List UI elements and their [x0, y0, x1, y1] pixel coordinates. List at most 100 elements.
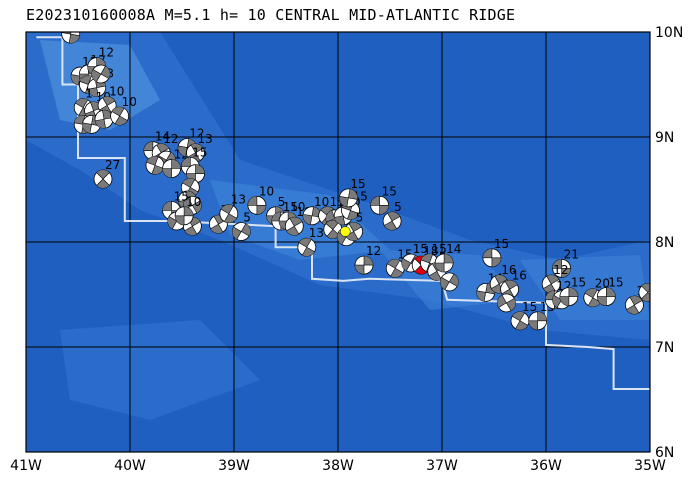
nodal-plane: [491, 279, 508, 289]
beachball-quadrant: [384, 221, 397, 230]
lat-tick-label: 7N: [655, 340, 674, 356]
beachball-quadrant: [162, 168, 172, 178]
focal-mechanism: [344, 222, 364, 241]
mechanism-depth-label: 15: [382, 184, 397, 198]
mechanism-depth-label: 10: [109, 85, 124, 99]
longitude-tick-labels: 41W 40W 39W 38W 37W 36W 35W: [10, 458, 666, 474]
nodal-plane: [92, 69, 109, 79]
beachball-quadrant: [387, 212, 400, 221]
mechanism-depth-label: 20: [595, 277, 610, 291]
beachball-quadrant: [559, 296, 569, 306]
beachball-quadrant: [512, 311, 525, 321]
focal-mechanism: [552, 258, 571, 278]
nodal-plane: [286, 221, 303, 231]
mechanism-depth-label: 15: [350, 177, 365, 191]
beachball-quadrant: [641, 292, 650, 302]
beachball-quadrant: [171, 159, 181, 169]
mechanism-depth-label: 10: [290, 200, 305, 214]
focal-mechanism: [382, 211, 402, 231]
nodal-plane: [184, 221, 201, 231]
focal-mechanism: [385, 258, 405, 278]
mechanism-depth-label: 5: [278, 195, 286, 209]
beachball-quadrant: [192, 200, 202, 214]
mechanism-depth-label: 15: [413, 242, 428, 256]
beachball-quadrant: [221, 204, 234, 214]
nodal-plane: [641, 285, 650, 299]
beachball-quadrant: [440, 277, 450, 290]
beachball-quadrant: [546, 275, 559, 284]
focal-mechanism: [583, 288, 603, 308]
beachball-quadrant: [195, 164, 205, 174]
beachball-quadrant: [491, 257, 501, 267]
beachball-quadrant: [345, 231, 359, 241]
beachball-quadrant: [115, 116, 128, 125]
nodal-plane: [441, 277, 458, 287]
nodal-plane: [233, 226, 250, 237]
map-frame: [25, 31, 651, 453]
latitude-tick-labels: 10N 9N 8N 7N 6N: [655, 25, 683, 461]
focal-mechanism: [323, 219, 343, 239]
nodal-plane: [390, 260, 400, 277]
beachball-quadrant: [241, 223, 251, 236]
beachball-quadrant: [506, 298, 516, 311]
beachball-quadrant: [494, 275, 507, 284]
lon-tick-label: 38W: [322, 458, 354, 474]
beachball-quadrant: [390, 268, 403, 278]
mechanism-depth-label: 12: [650, 271, 665, 285]
beachball-quadrant: [184, 226, 197, 236]
mechanism-depth-label: 12: [99, 46, 114, 60]
mechanism-depth-label: 15: [432, 242, 447, 256]
beachball-quadrant: [348, 189, 358, 200]
beachball-quadrant: [102, 96, 115, 106]
nodal-plane: [303, 213, 321, 218]
focal-mechanism: [434, 253, 454, 273]
beachball-quadrant: [111, 107, 125, 116]
beachball-quadrant: [69, 34, 80, 44]
beachball-quadrant: [497, 295, 507, 308]
focal-mechanism: [110, 106, 129, 126]
beachball-quadrant: [82, 122, 92, 134]
beachball-quadrant: [588, 297, 601, 307]
lon-tick-label: 40W: [114, 458, 146, 474]
beachball-quadrant: [515, 320, 528, 330]
focal-mechanism: [284, 216, 304, 236]
beachball-quadrant: [585, 288, 598, 298]
nodal-plane: [476, 290, 495, 295]
focal-mechanism: [247, 195, 267, 215]
beachball-quadrant: [75, 98, 88, 108]
mechanism-depth-label: 15: [522, 300, 537, 314]
beachball-quadrant: [96, 57, 106, 67]
lat-tick-label: 10N: [655, 25, 683, 41]
beachball-quadrant: [74, 115, 85, 125]
mechanism-depth-label: 15: [283, 200, 298, 214]
lat-tick-label: 6N: [655, 445, 674, 461]
focal-mechanism: [354, 255, 374, 275]
mechanism-depth-label: 12: [366, 244, 381, 258]
focal-mechanism: [219, 204, 239, 224]
nodal-plane: [426, 254, 433, 272]
mechanism-depth-label: 15: [571, 276, 586, 290]
beachball-quadrant: [232, 227, 242, 240]
lat-tick-label: 9N: [655, 130, 674, 146]
beachball-quadrant: [641, 283, 650, 293]
mechanism-depth-label: 10: [314, 195, 329, 209]
beachball-quadrant: [379, 205, 389, 215]
mechanism-depth-label: 5: [356, 211, 364, 225]
beachball-quadrant: [167, 216, 177, 229]
beachball-quadrant: [289, 217, 303, 227]
nodal-plane: [339, 196, 358, 200]
beachball-quadrant: [561, 268, 571, 278]
beachball-quadrant: [545, 290, 555, 300]
mechanism-depth-label: 16: [501, 263, 516, 277]
beachball-quadrant: [552, 295, 562, 308]
beachball-quadrant: [537, 311, 547, 321]
epicenter-marker: [340, 226, 351, 237]
beachball-quadrant: [320, 206, 334, 216]
beachball-quadrant: [429, 271, 442, 281]
beachball-quadrant: [355, 265, 364, 275]
beachball-quadrant: [485, 283, 495, 294]
nodal-plane: [187, 148, 204, 158]
mechanism-depth-label: 15: [174, 190, 189, 204]
focal-mechanism: [145, 155, 165, 175]
focal-mechanism: [91, 64, 111, 84]
